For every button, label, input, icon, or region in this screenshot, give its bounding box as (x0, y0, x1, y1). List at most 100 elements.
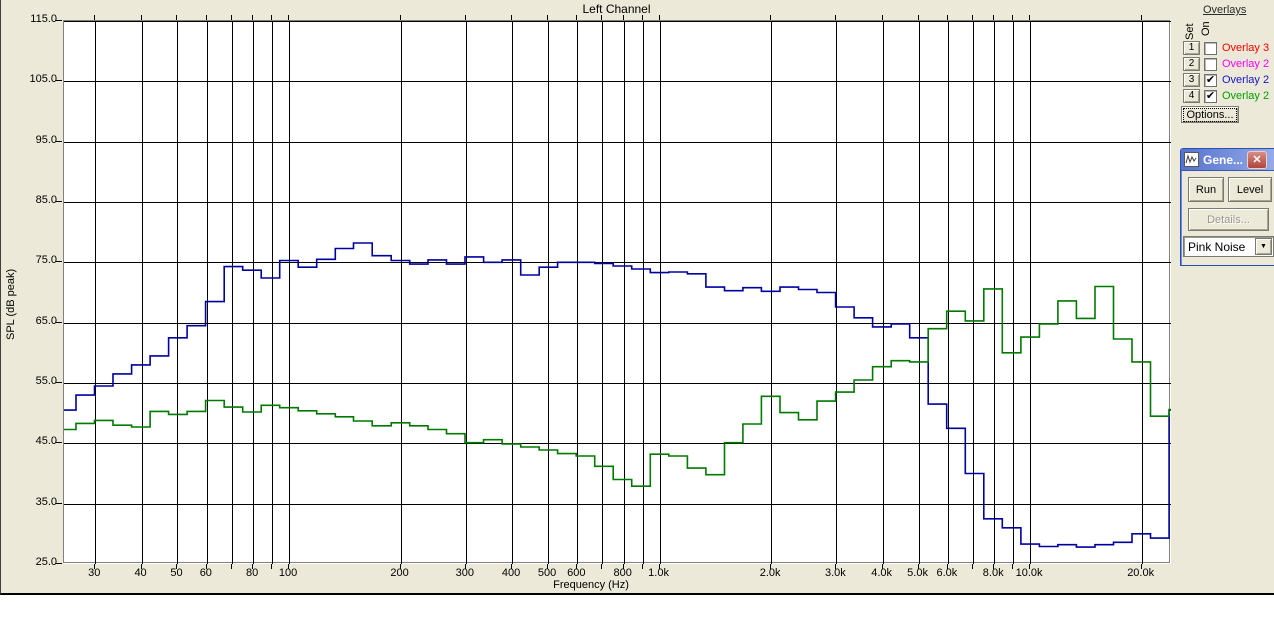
x-tick-label: 600 (567, 567, 586, 579)
x-tick-mark-top (231, 15, 232, 20)
x-tick-mark-top (642, 15, 643, 20)
overlay-set-button-3[interactable]: 3 (1183, 73, 1200, 87)
signal-select-value: Pink Noise (1188, 240, 1246, 254)
x-tick-mark-top (882, 15, 883, 20)
x-tick-mark-top (252, 15, 253, 20)
x-tick-label: 800 (613, 567, 632, 579)
y-tick-mark (56, 382, 62, 383)
overlay-set-button-1[interactable]: 1 (1183, 41, 1200, 55)
x-tick-label: 8.0k (982, 567, 1004, 579)
x-tick-mark (288, 564, 289, 569)
x-tick-mark (400, 564, 401, 569)
x-tick-mark-top (1029, 15, 1030, 20)
x-axis-title: Frequency (Hz) (553, 579, 629, 591)
level-button[interactable]: Level (1228, 177, 1272, 202)
y-tick-mark (56, 502, 62, 504)
y-tick-mark (56, 140, 62, 142)
options-button[interactable]: Options... (1181, 106, 1239, 123)
generator-window-title: Gene... (1203, 153, 1244, 167)
x-tick-mark (601, 564, 602, 569)
x-tick-mark (1029, 564, 1030, 569)
x-tick-mark (659, 564, 660, 569)
x-tick-mark-top (993, 15, 994, 20)
x-tick-label: 400 (501, 567, 521, 579)
x-tick-label: 300 (455, 567, 474, 579)
x-tick-label: 20.0k (1127, 567, 1155, 579)
x-tick-mark (1141, 564, 1142, 569)
x-tick-mark-top (918, 15, 919, 20)
x-tick-mark (176, 564, 177, 569)
x-tick-mark-top (947, 15, 948, 20)
x-tick-label: 10.0k (1015, 567, 1043, 579)
x-tick-mark (835, 564, 836, 569)
overlay-set-button-2[interactable]: 2 (1183, 57, 1200, 71)
x-tick-mark (231, 564, 232, 569)
x-tick-mark-top (511, 15, 512, 20)
x-tick-mark-top (206, 15, 207, 20)
details-button[interactable]: Details... (1188, 208, 1269, 231)
x-tick-mark (271, 564, 272, 569)
x-tick-label: 100 (278, 567, 298, 579)
gridlines (64, 21, 1171, 564)
y-tick-label: 55.0 (35, 375, 57, 387)
overlays-on-column-label: On (1200, 21, 1212, 36)
overlay-on-checkbox-3[interactable]: ✔ (1204, 73, 1217, 87)
overlay-label-3: Overlay 2 (1222, 74, 1270, 86)
y-tick-mark (56, 563, 62, 564)
y-tick-mark (56, 20, 62, 21)
x-tick-mark-top (271, 15, 272, 20)
x-tick-mark (947, 564, 948, 569)
x-tick-label: 50 (170, 567, 183, 579)
y-tick-mark (56, 321, 62, 323)
x-tick-label: 4.0k (871, 567, 893, 579)
signal-select[interactable]: Pink Noise ▼ (1183, 236, 1274, 257)
x-tick-mark (94, 564, 95, 569)
x-tick-mark-top (835, 15, 836, 20)
x-tick-mark (576, 564, 577, 569)
spectrum-svg (64, 21, 1171, 564)
overlay-label-2: Overlay 2 (1222, 58, 1270, 70)
x-tick-mark (206, 564, 207, 569)
x-tick-mark-top (623, 15, 624, 20)
overlay-row: 4 ✔ Overlay 2 (1183, 88, 1269, 104)
overlay-on-checkbox-2[interactable] (1204, 57, 1217, 71)
x-tick-mark-top (176, 15, 177, 20)
x-tick-mark (141, 564, 142, 569)
overlays-set-column-label: Set (1184, 23, 1196, 40)
x-tick-mark (465, 564, 466, 569)
x-tick-mark-top (972, 15, 973, 20)
overlay-row: 1 Overlay 3 (1183, 40, 1269, 56)
x-tick-label: 6.0k (936, 567, 958, 579)
spectrum-plot (63, 20, 1171, 564)
chevron-down-icon[interactable]: ▼ (1255, 238, 1272, 255)
y-tick-label: 95.0 (35, 133, 57, 146)
generator-titlebar[interactable]: Gene... ✕ (1181, 149, 1274, 171)
x-tick-mark (972, 564, 973, 569)
generator-window: Gene... ✕ Run Level Details... Pink Nois… (1180, 148, 1274, 266)
y-tick-mark (56, 201, 62, 202)
x-tick-mark (623, 564, 624, 569)
run-button[interactable]: Run (1188, 177, 1224, 202)
overlays-rows: 1 Overlay 3 2 Overlay 2 3 ✔ Overlay 2 4 ✔ Overlay… (1183, 40, 1269, 104)
x-tick-mark (252, 564, 253, 569)
x-tick-mark (642, 564, 643, 569)
x-tick-mark-top (288, 15, 289, 20)
overlay-on-checkbox-1[interactable] (1204, 41, 1217, 55)
y-tick-mark (56, 261, 62, 263)
x-tick-label: 80 (245, 567, 259, 579)
x-tick-mark (1012, 564, 1013, 569)
x-tick-label: 3.0k (824, 567, 846, 579)
y-tick-label: 35.0 (35, 495, 57, 508)
overlay-on-checkbox-4[interactable]: ✔ (1204, 89, 1217, 103)
x-tick-label: 200 (390, 567, 409, 579)
close-icon[interactable]: ✕ (1247, 151, 1267, 169)
generator-window-icon (1184, 152, 1199, 167)
x-tick-mark-top (1141, 15, 1142, 20)
overlay-row: 2 Overlay 2 (1183, 56, 1269, 72)
x-tick-mark (918, 564, 919, 569)
x-tick-label: 60 (199, 567, 212, 579)
rta-app-window: Left Channel SPL (dB peak) Frequency (Hz… (0, 0, 1274, 595)
chart-title: Left Channel (582, 2, 651, 16)
overlay-label-4: Overlay 2 (1222, 90, 1270, 102)
overlay-set-button-4[interactable]: 4 (1183, 89, 1200, 103)
